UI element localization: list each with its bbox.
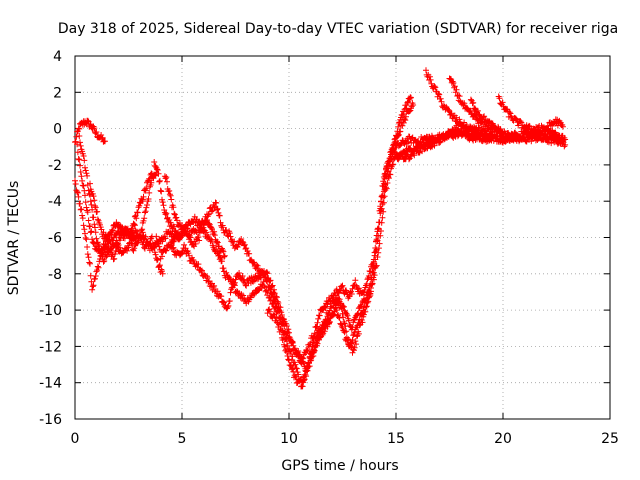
y-tick-label: -2 [48, 158, 62, 174]
y-tick-label: -12 [39, 339, 62, 355]
x-axis: 0 5 10 15 20 25 [71, 56, 619, 447]
y-tick-label: -4 [48, 194, 62, 210]
x-tick-label: 5 [178, 431, 187, 447]
y-tick-label: -8 [48, 267, 62, 283]
x-axis-label: GPS time / hours [281, 458, 398, 474]
x-tick-label: 25 [601, 431, 619, 447]
x-tick-label: 15 [387, 431, 405, 447]
y-axis: 4 2 0 -2 -4 -6 -8 -10 -12 -14 -16 [39, 49, 610, 428]
y-tick-label: -14 [39, 376, 62, 392]
x-tick-label: 0 [71, 431, 80, 447]
series-0-points [72, 67, 569, 390]
y-axis-label: SDTVAR / TECUs [6, 181, 22, 296]
y-tick-label: -6 [48, 231, 62, 247]
y-tick-label: 4 [53, 49, 62, 65]
x-tick-label: 20 [494, 431, 512, 447]
y-tick-label: 2 [53, 85, 62, 101]
y-tick-label: 0 [53, 122, 62, 138]
x-tick-label: 10 [280, 431, 298, 447]
y-tick-label: -10 [39, 303, 62, 319]
y-tick-label: -16 [39, 412, 62, 428]
chart-title: Day 318 of 2025, Sidereal Day-to-day VTE… [58, 21, 618, 37]
grid-lines [75, 56, 610, 419]
data-points [72, 67, 569, 390]
